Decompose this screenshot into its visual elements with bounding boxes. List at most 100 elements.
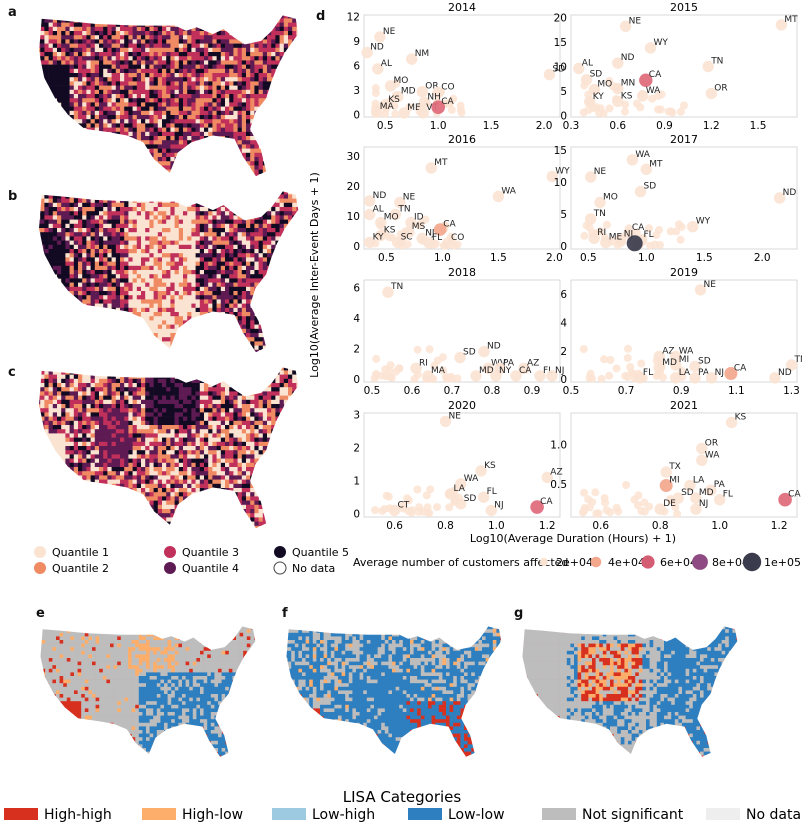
point-label: ND (778, 368, 792, 378)
point-label: OR (425, 82, 438, 92)
x-tick-label: 0.6 (609, 120, 626, 132)
scatter-point (626, 154, 639, 166)
scatter-point (363, 195, 376, 207)
x-tick-label: 0.8 (437, 520, 454, 532)
x-tick-label: 0.5 (563, 385, 580, 397)
plot-area (570, 146, 798, 250)
quantile-legend-label: Quantile 2 (52, 562, 109, 575)
scatter-point (382, 286, 394, 298)
plot-area (570, 412, 798, 518)
point-label: TN (390, 282, 403, 292)
scatter-point (398, 107, 410, 119)
scatter-point (672, 227, 681, 236)
point-label: NJ (555, 366, 564, 376)
y-tick-label: 12 (347, 12, 360, 24)
scatter-point (588, 232, 600, 244)
point-label: SD (590, 70, 603, 80)
x-tick-label: 1.2 (703, 120, 720, 132)
scatter-point (679, 101, 688, 110)
scatter-point (584, 495, 593, 504)
scatter-point (413, 485, 422, 494)
lisa-legend-label: No data (746, 807, 801, 823)
point-label: FL (543, 366, 553, 376)
point-label: TN (710, 57, 723, 67)
point-label: KY (593, 92, 605, 102)
y-tick-label: 6 (353, 283, 360, 295)
scatter-point (705, 87, 717, 100)
scatter-point (378, 506, 387, 515)
point-label: NM (415, 49, 430, 59)
scatter-point (602, 506, 611, 515)
y-tick-label: 10 (554, 177, 567, 189)
lisa-legend-label: High-high (44, 807, 112, 823)
x-tick-label: 1.2 (771, 520, 788, 532)
point-label: NE (704, 280, 717, 290)
point-label: NE (449, 411, 462, 421)
scatter-point (725, 416, 738, 429)
map-e (39, 625, 256, 758)
scatter-title: 2016 (448, 133, 476, 146)
scatter-point (534, 370, 546, 382)
scatter-point (438, 353, 447, 362)
scatter-point (602, 220, 611, 229)
point-label: CO (441, 83, 454, 93)
scatter-point (624, 344, 632, 353)
scatter-point (664, 107, 673, 116)
scatter-point (696, 454, 708, 466)
point-label: MO (603, 193, 618, 203)
scatter-point (518, 362, 530, 374)
point-label: ND (373, 191, 387, 201)
scatter-point (372, 354, 381, 363)
x-tick-label: 2.0 (546, 252, 563, 264)
y-tick-label: 0 (353, 110, 360, 122)
scatter-point (676, 107, 685, 116)
point-label: FL (643, 368, 653, 378)
point-label: NJ (715, 368, 724, 378)
point-label: CA (443, 220, 456, 230)
y-tick-label: 10 (347, 211, 360, 223)
lisa-legend-swatch (142, 808, 176, 820)
scatter-point (543, 68, 556, 81)
y-tick-label: 3 (353, 410, 360, 422)
scatter-point (672, 492, 684, 504)
panel-label-f: f (282, 606, 288, 621)
scatter-point (439, 366, 448, 375)
scatter-point (431, 100, 446, 114)
point-label: NH (427, 92, 441, 102)
y-tick-label: 6 (560, 289, 567, 301)
y-tick-label: 4 (353, 313, 360, 325)
point-label: FL (723, 490, 733, 500)
scatter-point (775, 19, 788, 31)
point-label: SD (464, 494, 477, 504)
y-tick-label: 30 (347, 151, 360, 163)
point-label: ND (783, 188, 797, 198)
size-legend: Average number of customers affected 2e+… (353, 552, 801, 572)
point-label: AL (381, 59, 392, 69)
map-b (38, 190, 299, 353)
scatter-point (392, 90, 404, 103)
scatter-point (477, 491, 490, 503)
point-label: MT (649, 159, 663, 169)
scatter-point (372, 63, 384, 75)
scatter-point (612, 82, 624, 95)
scatter-point (690, 503, 702, 515)
scatter-point (634, 372, 646, 384)
scatter-point (630, 495, 639, 504)
x-tick-label: 0.3 (563, 120, 580, 132)
scatter-point (578, 508, 587, 517)
scatter-point (594, 196, 606, 209)
scatter-point (637, 507, 646, 515)
point-label: NY (499, 366, 512, 376)
scatter-point (426, 485, 435, 494)
x-axis-label: Log10(Average Duration (Hours) + 1) (470, 532, 676, 545)
point-label: SD (644, 182, 657, 192)
quantile-legend-swatch (34, 546, 46, 558)
y-tick-label: 1 (353, 476, 360, 488)
scatter-point (580, 231, 589, 240)
x-tick-label: 0.9 (656, 120, 673, 132)
scatter-point (394, 196, 406, 209)
point-label: ME (407, 103, 421, 113)
scatter-point (414, 507, 423, 516)
scatter-point (371, 106, 383, 118)
scatter-point (375, 216, 387, 229)
